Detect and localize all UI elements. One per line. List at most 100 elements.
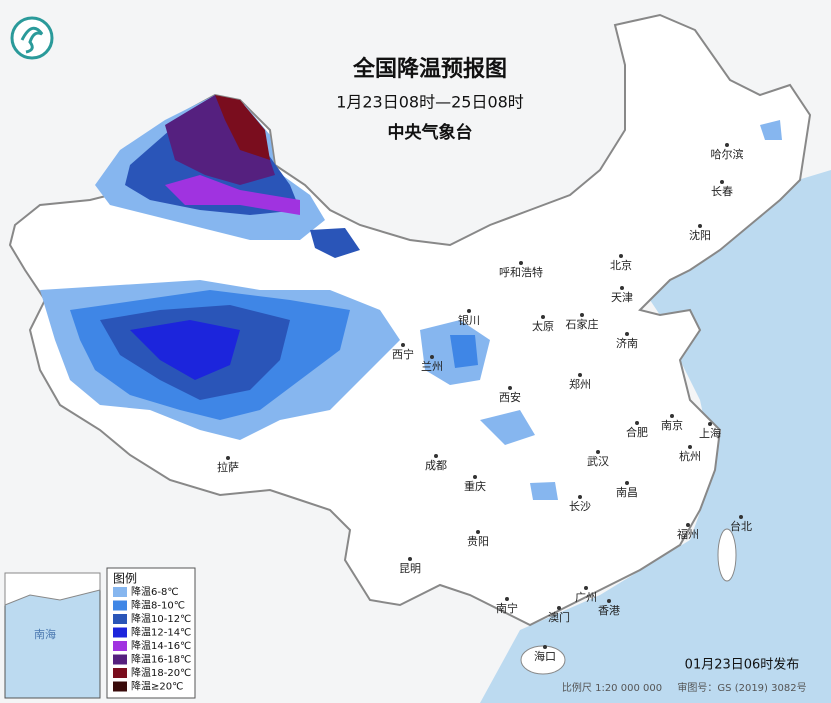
cooling-area — [130, 320, 240, 380]
legend-swatch — [113, 587, 127, 597]
city-dot — [620, 286, 624, 290]
city-label: 南昌 — [616, 486, 638, 499]
city-label: 南京 — [661, 418, 683, 432]
city-dot — [739, 515, 743, 519]
city-dot — [519, 261, 523, 265]
taiwan — [717, 528, 737, 582]
city-dot — [596, 450, 600, 454]
city-label: 澳门 — [548, 610, 570, 624]
period: 1月23日08时—25日08时 — [336, 93, 524, 112]
legend: 降温6-8℃降温8-10℃降温10-12℃降温12-14℃降温14-16℃降温1… — [113, 585, 191, 693]
city-dot — [635, 421, 639, 425]
cooling-area — [530, 482, 558, 500]
legend-swatch — [113, 654, 127, 665]
city-dot — [467, 309, 471, 313]
city-dot — [541, 315, 545, 319]
city-dot — [625, 481, 629, 485]
city-dot — [619, 254, 623, 258]
city-label: 成都 — [425, 459, 447, 472]
city-label: 上海 — [699, 426, 721, 440]
city-label: 广州 — [575, 591, 597, 604]
inset-sea-label: 南海 — [34, 627, 56, 641]
city-label: 银川 — [458, 313, 480, 327]
city-dot — [686, 523, 690, 527]
cooling-area — [165, 175, 300, 215]
agency: 中央气象台 — [388, 122, 473, 143]
city-dot — [476, 530, 480, 534]
issued-time: 01月23日06时发布 — [685, 657, 800, 673]
city-label: 长沙 — [569, 500, 591, 513]
city-label: 长春 — [711, 185, 733, 198]
city-label: 武汉 — [587, 455, 609, 468]
city-dot — [401, 343, 405, 347]
legend-swatch — [113, 614, 127, 624]
city-dot — [698, 224, 702, 228]
city-dot — [607, 599, 611, 603]
city-dot — [543, 645, 547, 649]
city-label: 北京 — [610, 258, 632, 272]
city-label: 重庆 — [464, 479, 486, 493]
city-label: 西宁 — [392, 347, 414, 361]
city-dot — [708, 422, 712, 426]
city-dot — [430, 355, 434, 359]
legend-label: 降温≥20℃ — [131, 680, 183, 693]
city-label: 合肥 — [626, 425, 648, 439]
city-dot — [557, 606, 561, 610]
logo-mark — [20, 26, 44, 54]
city-dot — [226, 456, 230, 460]
city-dot — [584, 586, 588, 590]
city-label: 天津 — [611, 291, 633, 304]
inset-land — [4, 572, 101, 606]
legend-label: 降温14-16℃ — [131, 639, 191, 652]
legend-swatch — [113, 641, 127, 651]
city-dot — [688, 445, 692, 449]
city-dot — [434, 454, 438, 458]
city-label: 济南 — [616, 336, 638, 350]
legend-label: 降温10-12℃ — [131, 612, 191, 625]
city-label: 南宁 — [496, 601, 518, 615]
city-dot — [625, 332, 629, 336]
city-label: 贵阳 — [467, 535, 489, 548]
city-label: 福州 — [677, 527, 699, 541]
city-label: 西安 — [499, 390, 521, 404]
legend-swatch — [113, 600, 127, 611]
city-dot — [578, 495, 582, 499]
legend-title: 图例 — [113, 572, 137, 586]
city-dot — [720, 180, 724, 184]
city-label: 兰州 — [421, 360, 443, 373]
legend-label: 降温16-18℃ — [131, 653, 191, 666]
legend-swatch — [113, 627, 127, 638]
cooling-area — [215, 95, 270, 160]
city-dot — [408, 557, 412, 561]
city-dot — [473, 475, 477, 479]
city-label: 哈尔滨 — [711, 147, 744, 161]
city-label: 昆明 — [399, 562, 421, 575]
sea — [480, 170, 831, 703]
cooling-area — [450, 335, 478, 368]
city-dot — [505, 597, 509, 601]
city-label: 呼和浩特 — [499, 265, 543, 279]
city-label: 海口 — [534, 649, 556, 663]
city-dot — [670, 414, 674, 418]
city-label: 拉萨 — [217, 460, 239, 474]
city-label: 太原 — [532, 320, 554, 333]
city-dot — [508, 386, 512, 390]
city-label: 台北 — [730, 519, 752, 533]
approval-number: 审图号：GS (2019) 3082号 — [677, 681, 806, 694]
city-dot — [578, 373, 582, 377]
city-label: 郑州 — [569, 377, 591, 391]
city-label: 香港 — [598, 604, 620, 617]
legend-label: 降温18-20℃ — [131, 666, 191, 679]
cooling-area — [480, 410, 535, 445]
legend-label: 降温8-10℃ — [131, 599, 185, 612]
legend-swatch — [113, 681, 127, 692]
legend-label: 降温6-8℃ — [131, 585, 179, 598]
city-dot — [725, 143, 729, 147]
legend-label: 降温12-14℃ — [131, 626, 191, 639]
city-label: 杭州 — [679, 449, 701, 463]
cooling-area — [310, 228, 360, 258]
title: 全国降温预报图 — [352, 56, 507, 82]
